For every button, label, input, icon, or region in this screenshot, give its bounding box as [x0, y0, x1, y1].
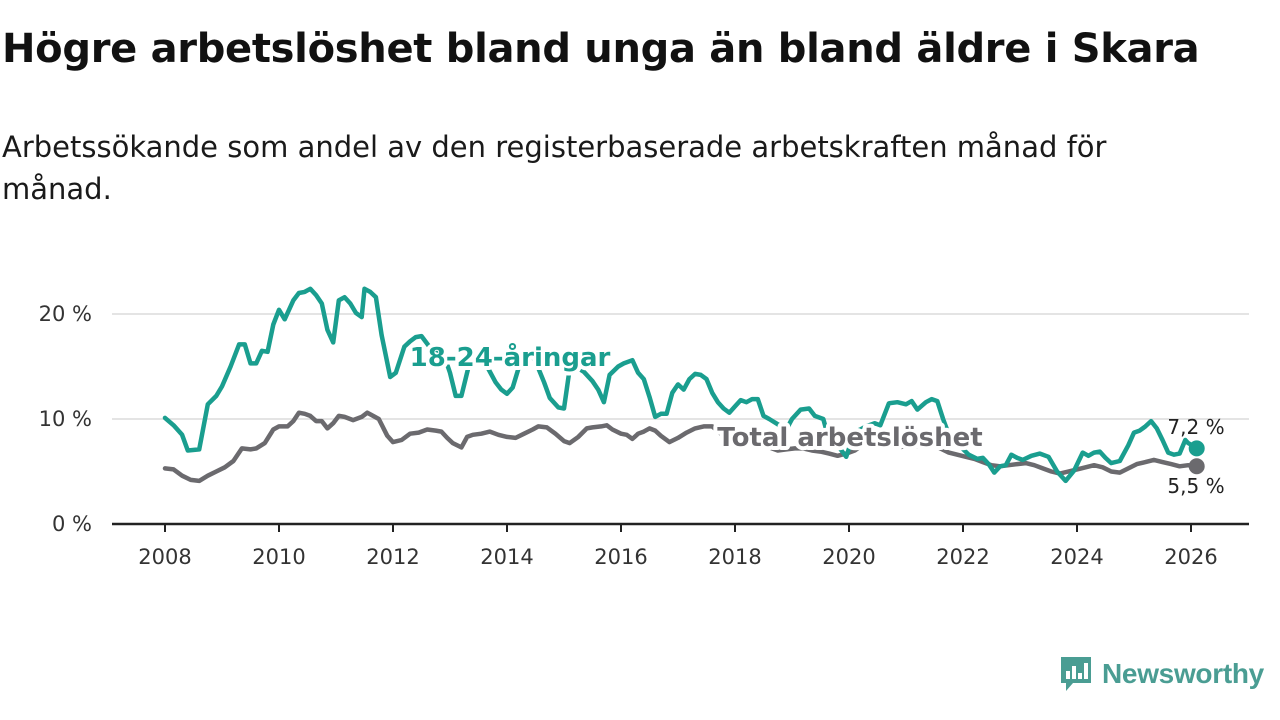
- x-tick-label: 2008: [138, 545, 191, 569]
- x-tick-label: 2018: [708, 545, 761, 569]
- series-label-halo: 18-24-åringar: [410, 341, 611, 373]
- y-tick-label: 0 %: [52, 512, 92, 536]
- series-line-youth: [162, 286, 1199, 484]
- series-label-halo: Total arbetslöshet: [717, 423, 982, 453]
- x-tick-label: 2016: [594, 545, 647, 569]
- x-tick-label: 2014: [480, 545, 533, 569]
- x-tick-label: 2022: [936, 545, 989, 569]
- newsworthy-logo-icon: [1061, 657, 1091, 691]
- series-line-total: [162, 410, 1199, 484]
- x-tick-label: 2026: [1164, 545, 1217, 569]
- page-title: Högre arbetslöshet bland unga än bland ä…: [2, 26, 1200, 72]
- x-tick-label: 2020: [822, 545, 875, 569]
- brand-name: Newsworthy: [1102, 658, 1264, 689]
- series-label-youth: 18-24-åringar: [410, 341, 611, 373]
- end-point-total: [1188, 458, 1205, 475]
- end-value-label-youth: 7,2 %: [1167, 415, 1224, 439]
- y-tick-label: 20 %: [39, 302, 92, 326]
- x-tick-label: 2012: [366, 545, 419, 569]
- line-chart: 0 % 10 % 20 % 2008 2010 2012 2014 2016 2018 2020 2…: [39, 286, 1249, 569]
- chart-subtitle: Arbetssökande som andel av den registerb…: [2, 130, 1107, 206]
- end-value-label-total: 5,5 %: [1167, 474, 1224, 498]
- brand-logo: Newsworthy: [1058, 654, 1264, 694]
- y-tick-label: 10 %: [39, 407, 92, 431]
- x-tick-label: 2010: [252, 545, 305, 569]
- series-label-total: Total arbetslöshet: [717, 423, 982, 453]
- end-point-youth: [1188, 440, 1205, 457]
- x-tick-label: 2024: [1050, 545, 1103, 569]
